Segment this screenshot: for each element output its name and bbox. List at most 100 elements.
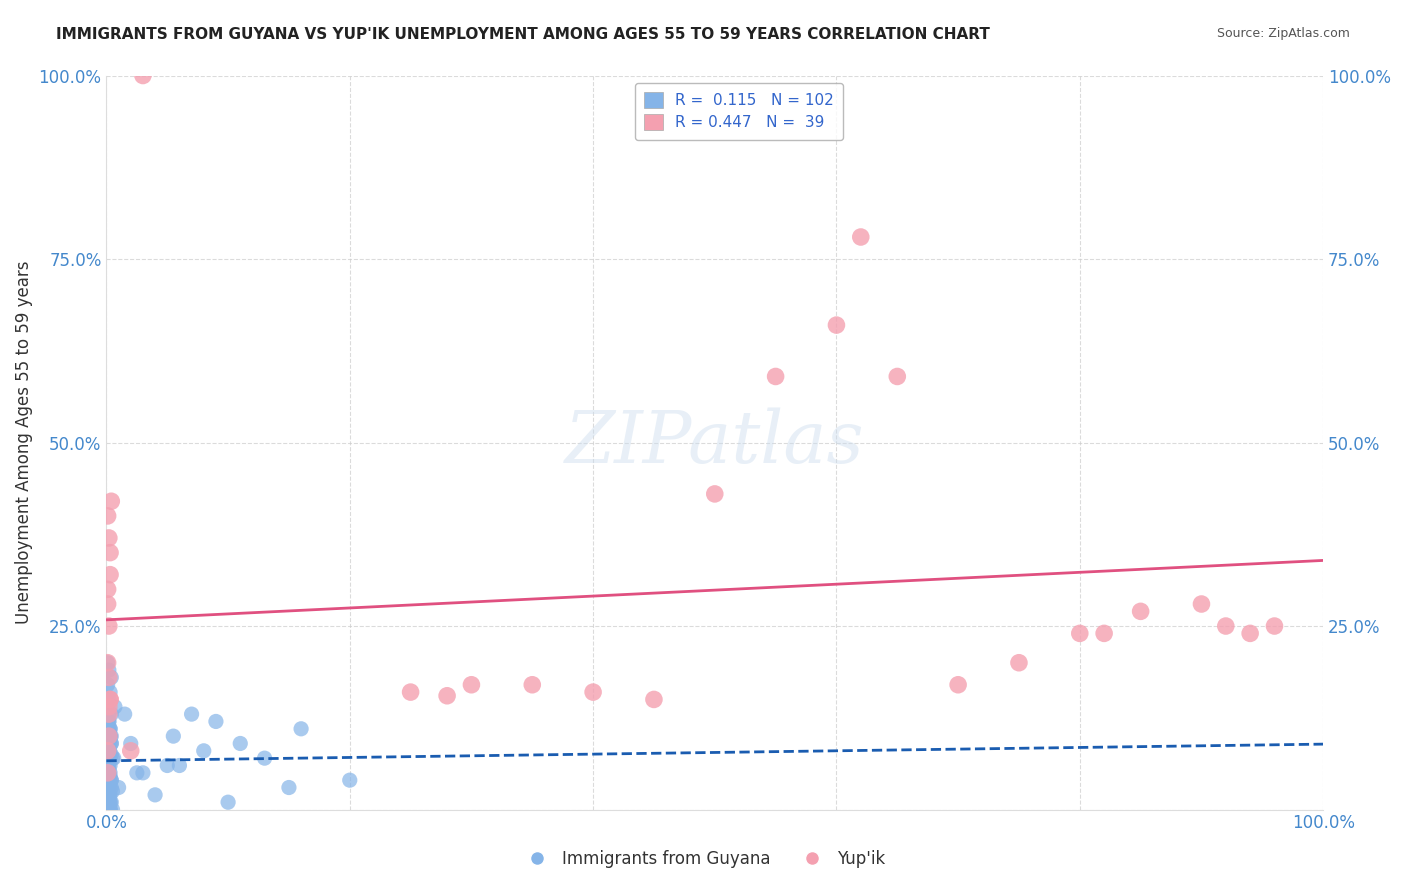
Point (97, 777, 120, 791)
Point (1129, 604, 1152, 618)
Point (98, 692, 121, 706)
Point (825, 318, 848, 332)
Point (98, 722, 121, 736)
Point (103, 751, 125, 765)
Point (97, 707, 120, 722)
Point (97, 678, 120, 692)
Point (97, 656, 120, 670)
Point (97, 780, 120, 795)
Point (97, 765, 120, 780)
Point (97, 751, 120, 765)
Point (97, 755, 120, 769)
Point (100, 780, 122, 795)
Point (98, 729, 121, 743)
Point (98, 788, 121, 802)
Point (97, 773, 120, 788)
Point (97, 508, 120, 523)
Legend: Immigrants from Guyana, Yup'ik: Immigrants from Guyana, Yup'ik (513, 844, 893, 875)
Point (97, 744, 120, 758)
Point (98, 803, 121, 817)
Point (97, 744, 120, 758)
Point (100, 736, 122, 750)
Point (946, 678, 969, 692)
Point (97, 765, 120, 780)
Point (162, 729, 184, 743)
Point (97, 795, 120, 809)
Point (97, 798, 120, 813)
Point (100, 773, 122, 788)
Point (97, 751, 120, 765)
Point (98, 685, 121, 699)
Point (97, 803, 120, 817)
Point (97, 729, 120, 743)
Point (97, 531, 120, 545)
Point (229, 736, 252, 750)
Text: IMMIGRANTS FROM GUYANA VS YUP'IK UNEMPLOYMENT AMONG AGES 55 TO 59 YEARS CORRELAT: IMMIGRANTS FROM GUYANA VS YUP'IK UNEMPLO… (56, 27, 990, 42)
Point (97, 707, 120, 722)
Point (98, 567, 121, 582)
Point (132, 765, 155, 780)
Point (97, 714, 120, 729)
Point (703, 487, 725, 501)
Point (100, 747, 122, 762)
Y-axis label: Unemployment Among Ages 55 to 59 years: Unemployment Among Ages 55 to 59 years (15, 260, 32, 624)
Point (193, 744, 215, 758)
Point (101, 803, 124, 817)
Point (114, 707, 136, 722)
Point (97, 795, 120, 809)
Point (98, 758, 121, 772)
Point (97, 780, 120, 795)
Point (97, 699, 120, 714)
Point (98, 751, 121, 765)
Point (277, 780, 299, 795)
Point (97, 722, 120, 736)
Point (97, 788, 120, 802)
Point (97, 803, 120, 817)
Point (97, 732, 120, 747)
Point (97, 740, 120, 755)
Point (100, 729, 122, 743)
Text: Source: ZipAtlas.com: Source: ZipAtlas.com (1216, 27, 1350, 40)
Point (1215, 619, 1237, 633)
Point (98, 770, 121, 784)
Point (125, 765, 148, 780)
Point (1239, 626, 1261, 640)
Point (98, 803, 121, 817)
Point (217, 795, 239, 809)
Text: ZIPatlas: ZIPatlas (565, 408, 865, 478)
Point (97, 780, 120, 795)
Point (460, 678, 482, 692)
Point (98, 795, 121, 809)
Point (399, 685, 422, 699)
Point (97, 762, 120, 776)
Point (97, 765, 120, 780)
Point (101, 784, 124, 798)
Point (98, 722, 121, 736)
Point (97, 788, 120, 802)
Point (97, 773, 120, 788)
Point (97, 758, 120, 772)
Point (97, 597, 120, 611)
Point (100, 707, 122, 722)
Point (97, 744, 120, 758)
Point (253, 751, 276, 765)
Point (97, 773, 120, 788)
Point (97, 736, 120, 750)
Point (120, 736, 142, 750)
Point (765, 369, 787, 384)
Point (849, 230, 872, 244)
Point (886, 369, 908, 384)
Point (97, 795, 120, 809)
Point (100, 773, 122, 788)
Point (1008, 656, 1031, 670)
Point (107, 780, 129, 795)
Point (436, 689, 458, 703)
Point (97, 791, 120, 805)
Point (120, 744, 142, 758)
Point (100, 795, 122, 809)
Point (97, 714, 120, 729)
Point (97, 765, 120, 780)
Point (98, 736, 121, 750)
Point (582, 685, 605, 699)
Point (97, 714, 120, 729)
